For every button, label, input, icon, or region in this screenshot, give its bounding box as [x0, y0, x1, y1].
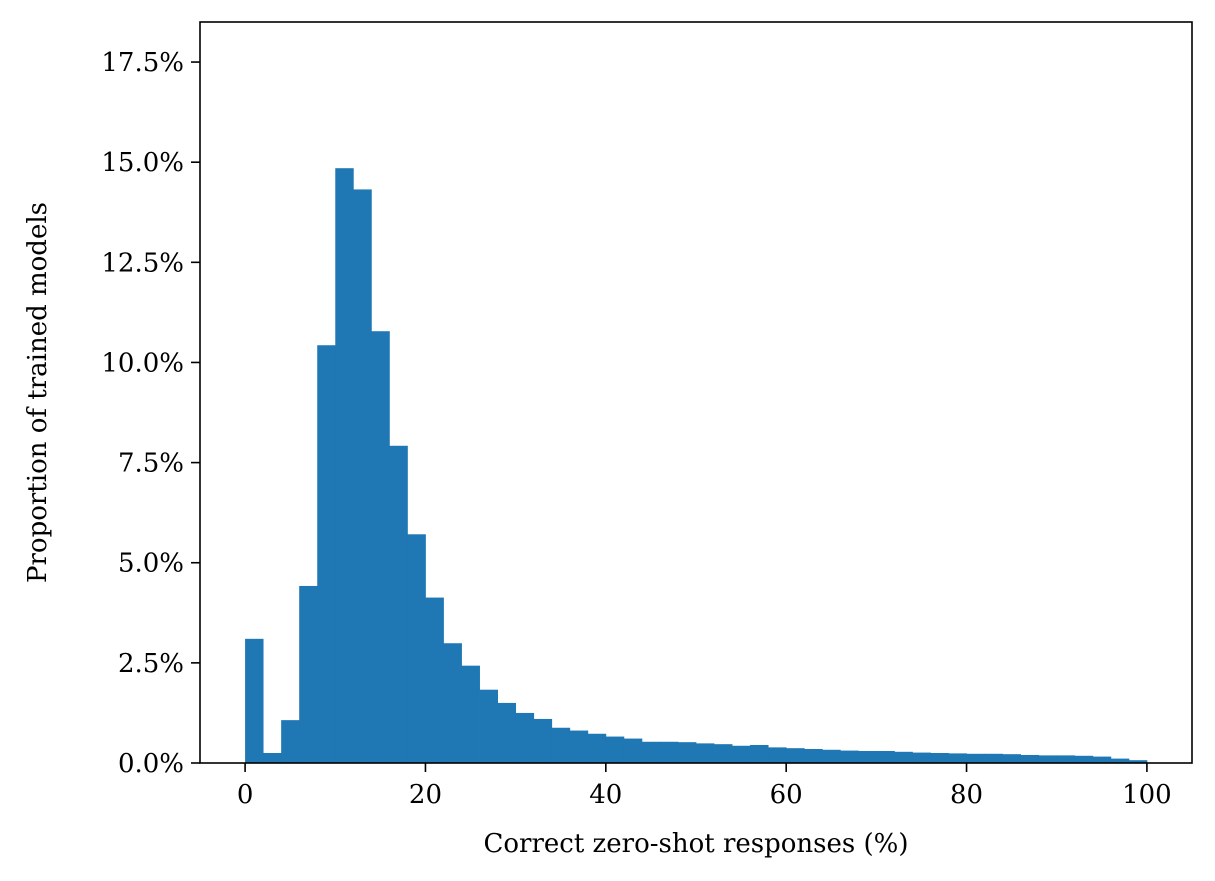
histogram-bar	[894, 751, 913, 763]
histogram-bar	[714, 744, 733, 763]
histogram-bar	[1002, 754, 1022, 763]
histogram-bar	[984, 753, 1004, 763]
histogram-bar	[299, 585, 318, 763]
histogram-bar	[966, 753, 985, 763]
x-tick-label: 80	[950, 780, 983, 810]
histogram-bar	[696, 743, 715, 763]
histogram-bar	[1056, 755, 1076, 763]
histogram-bar	[515, 712, 535, 763]
x-tick-label: 60	[770, 780, 803, 810]
histogram-bar	[804, 748, 823, 763]
histogram-bar	[930, 752, 949, 763]
histogram-bar	[335, 168, 354, 764]
histogram-bar	[461, 665, 480, 763]
histogram-bar	[569, 730, 589, 763]
y-tick-label: 5.0%	[118, 549, 184, 579]
histogram-bar	[389, 445, 408, 763]
histogram-bar	[497, 702, 517, 763]
histogram-bar	[533, 718, 553, 763]
histogram-bar	[912, 752, 931, 763]
y-tick-label: 10.0%	[101, 348, 184, 378]
y-axis-label: Proportion of trained models	[23, 202, 53, 583]
y-tick-label: 15.0%	[101, 148, 184, 178]
x-axis-label: Correct zero-shot responses (%)	[483, 829, 908, 859]
histogram-bar	[551, 727, 571, 763]
x-tick-label: 20	[409, 780, 442, 810]
histogram-bar	[659, 741, 679, 763]
histogram-bar	[425, 597, 444, 763]
histogram-bar	[407, 534, 426, 763]
histogram-bar	[353, 189, 372, 763]
histogram-bar	[317, 345, 336, 763]
histogram-bars	[245, 168, 1148, 764]
y-tick-label: 17.5%	[101, 48, 184, 78]
histogram-bar	[281, 720, 300, 763]
histogram-bar	[1092, 756, 1112, 763]
y-axis-ticks: 0.0% 2.5% 5.0% 7.5% 10.0% 12.5% 15.0% 17.5%	[101, 48, 200, 779]
x-tick-label: 40	[589, 780, 622, 810]
histogram-bar	[1128, 760, 1148, 763]
histogram-bar	[732, 745, 751, 763]
histogram-bar	[840, 750, 859, 763]
histogram-bar	[1038, 755, 1058, 763]
histogram-bar	[876, 750, 895, 763]
y-tick-label: 12.5%	[101, 248, 184, 278]
y-tick-label: 0.0%	[118, 749, 184, 779]
histogram-bar	[822, 749, 841, 763]
x-axis-ticks: 0 20 40 60 80 100	[237, 763, 1172, 810]
histogram-bar	[623, 738, 643, 763]
histogram-bar	[245, 638, 264, 763]
histogram-bar	[948, 753, 967, 763]
histogram-bar	[605, 736, 625, 763]
histogram-bar	[1074, 755, 1094, 763]
histogram-bar	[587, 733, 607, 763]
histogram-bar	[443, 643, 462, 763]
histogram-bar	[768, 747, 787, 763]
plot-frame	[199, 21, 1193, 764]
histogram-bar	[371, 331, 390, 763]
histogram-bar	[858, 750, 877, 763]
x-tick-label: 0	[237, 780, 254, 810]
y-tick-label: 2.5%	[118, 649, 184, 679]
x-tick-label: 100	[1122, 780, 1172, 810]
histogram-bar	[750, 744, 769, 763]
y-tick-label: 7.5%	[118, 449, 184, 479]
histogram-bar	[263, 752, 282, 763]
histogram-bar	[1110, 758, 1130, 763]
histogram-bar	[786, 748, 805, 763]
histogram-bar	[1020, 754, 1040, 763]
histogram-bar	[677, 742, 697, 763]
histogram-bar	[479, 689, 498, 763]
histogram-bar	[641, 741, 661, 763]
